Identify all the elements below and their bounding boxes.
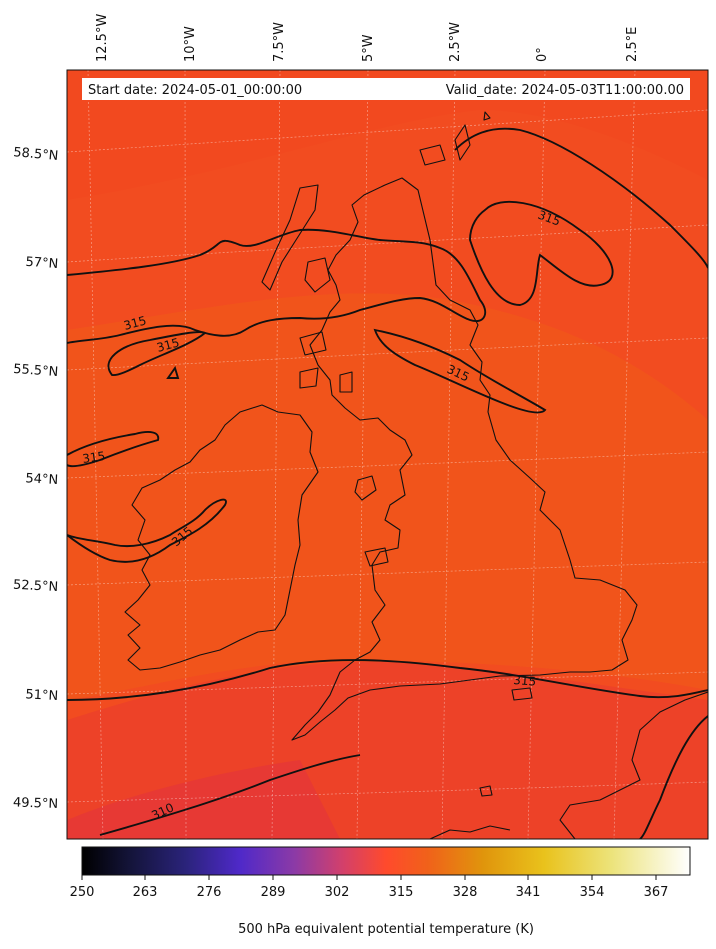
coast-ireland <box>124 404 319 671</box>
contour-south-east <box>639 715 708 839</box>
coast-shetland-north <box>483 111 491 121</box>
contour-label-315-south: 315 <box>513 673 537 689</box>
contour-label-315-west-lower: 315 <box>155 335 181 354</box>
field-cool-north <box>67 70 708 200</box>
contour-315-scotland <box>67 228 487 344</box>
field-warm-band <box>67 293 708 700</box>
latitude-labels: 58.5°N 57°N 55.5°N 54°N 52.5°N 51°N 49.5… <box>13 145 59 812</box>
colorbar: 250 263 276 289 302 315 328 341 354 367 … <box>70 846 691 937</box>
contour-315-north-loop <box>454 127 708 269</box>
contour-315-finger <box>469 200 614 306</box>
colorbar-tick-315: 315 <box>389 885 414 900</box>
colorbar-title: 500 hPa equivalent potential temperature… <box>238 922 534 937</box>
lat-label-57n: 57°N <box>25 255 59 272</box>
coast-islay <box>299 367 319 389</box>
contour-315-south <box>67 659 708 701</box>
contour-label-315-west-upper: 315 <box>122 313 148 332</box>
colorbar-tick-328: 328 <box>453 885 478 900</box>
coast-anglesey <box>364 547 389 567</box>
date-box: Start date: 2024-05-01_00:00:00 Valid_da… <box>82 78 690 100</box>
colorbar-tick-263: 263 <box>133 885 158 900</box>
lon-label-7-5w: 7.5°W <box>272 22 287 62</box>
lat-label-51n: 51°N <box>25 687 59 704</box>
coast-channel-islands <box>479 785 493 797</box>
coast-france <box>559 691 708 839</box>
colorbar-gradient <box>81 846 691 876</box>
contour-310 <box>99 754 361 836</box>
longitude-labels: 12.5°W 10°W 7.5°W 5°W 2.5°W 0° 2.5°E <box>95 14 640 62</box>
lon-label-2-5w: 2.5°W <box>448 22 463 62</box>
lat-label-58-5n: 58.5°N <box>13 145 59 164</box>
coast-great-britain <box>291 177 638 741</box>
valid-date-text: Valid_date: 2024-05-03T11:00:00.00 <box>446 83 684 98</box>
lat-label-55-5n: 55.5°N <box>13 362 59 380</box>
contour-315-ireland <box>67 498 227 563</box>
contour-coast-little <box>166 365 180 379</box>
lat-label-52-5n: 52.5°N <box>13 578 59 595</box>
contour-315-tongue <box>107 331 207 377</box>
coast-isle-of-man <box>354 475 377 501</box>
colorbar-ticks <box>81 875 657 880</box>
coast-mull <box>299 331 327 356</box>
colorbar-tick-341: 341 <box>516 885 541 900</box>
colorbar-tick-276: 276 <box>197 885 222 900</box>
lat-label-54n: 54°N <box>25 471 59 488</box>
colorbar-tick-367: 367 <box>644 885 669 900</box>
colorbar-tick-354: 354 <box>580 885 605 900</box>
coast-brittany <box>429 825 511 839</box>
lon-label-0: 0° <box>535 47 550 62</box>
coast-arran <box>339 371 353 393</box>
map-frame <box>66 69 709 840</box>
coast-isle-of-wight <box>511 687 533 701</box>
contours <box>67 127 708 839</box>
contour-315-west-hook <box>67 431 160 468</box>
lon-label-5w: 5°W <box>361 34 376 62</box>
contour-315-band <box>373 328 547 414</box>
start-date-text: Start date: 2024-05-01_00:00:00 <box>88 83 302 98</box>
lon-label-10w: 10°W <box>183 26 198 62</box>
colorbar-tick-302: 302 <box>325 885 350 900</box>
colorbar-tick-289: 289 <box>261 885 286 900</box>
coast-skye <box>304 257 331 293</box>
map-area <box>67 70 708 839</box>
lon-label-2-5e: 2.5°E <box>625 27 640 62</box>
contour-labels: 315 315 315 315 315 315 315 310 <box>81 208 562 823</box>
lat-label-49-5n: 49.5°N <box>13 795 59 812</box>
coast-shetland <box>454 124 471 161</box>
graticule <box>67 70 708 839</box>
coast-orkney <box>419 144 446 166</box>
contour-label-315-hook: 315 <box>81 449 106 466</box>
lon-label-12-5w: 12.5°W <box>95 14 110 62</box>
colorbar-tick-250: 250 <box>70 885 95 900</box>
